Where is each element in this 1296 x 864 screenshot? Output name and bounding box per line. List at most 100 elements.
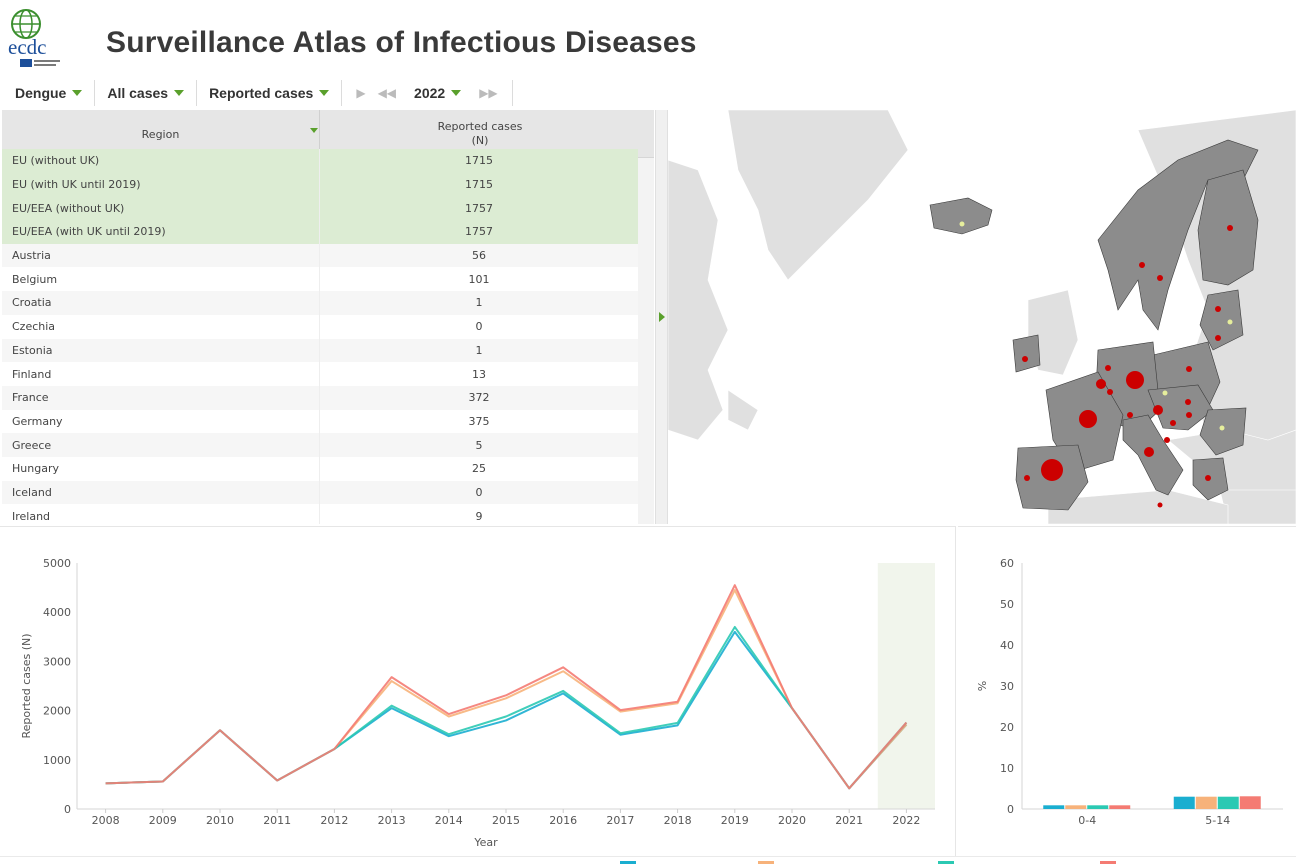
year-dropdown[interactable]: 2022	[402, 85, 473, 101]
cases-cell: 1	[475, 296, 483, 310]
panel-splitter[interactable]	[655, 110, 668, 524]
greenland-land	[727, 110, 909, 281]
table-row[interactable]: EU/EEA (without UK) 1757	[2, 196, 638, 221]
region-cell: Belgium	[2, 267, 320, 292]
disease-label: Dengue	[15, 85, 67, 101]
map-marker[interactable]	[1079, 410, 1097, 428]
population-dropdown[interactable]: All cases	[95, 80, 198, 106]
table-row[interactable]: Estonia 1	[2, 338, 638, 363]
chevron-down-icon	[451, 90, 462, 96]
series-line[interactable]	[105, 589, 908, 790]
bar[interactable]	[1239, 796, 1261, 809]
table-row[interactable]: Hungary 25	[2, 456, 638, 481]
disease-dropdown[interactable]: Dengue	[0, 80, 96, 106]
table-row[interactable]: EU (with UK until 2019) 1715	[2, 172, 638, 197]
map-marker[interactable]	[1227, 319, 1233, 325]
cases-column-header[interactable]: Reported cases (N)	[322, 110, 638, 158]
table-row[interactable]: Germany 375	[2, 409, 638, 434]
x-axis-title: Year	[473, 836, 498, 849]
y-axis-title: Reported cases (N)	[20, 633, 33, 738]
page-title: Surveillance Atlas of Infectious Disease…	[106, 26, 697, 59]
table-row[interactable]: Croatia 1	[2, 291, 638, 315]
map-marker[interactable]	[1157, 502, 1163, 508]
toolbar: Dengue All cases Reported cases ▶ ◀◀ 202…	[0, 78, 520, 108]
map-marker[interactable]	[1144, 447, 1154, 457]
expand-arrow-icon[interactable]	[659, 312, 665, 322]
table-row[interactable]: France 372	[2, 385, 638, 410]
map-marker[interactable]	[1041, 459, 1063, 481]
legend-swatch-3[interactable]	[938, 861, 954, 864]
next-year-icon[interactable]: ▶▶	[479, 86, 498, 100]
population-label: All cases	[107, 85, 169, 101]
ecdc-logo[interactable]: ecdc	[6, 6, 70, 70]
bar-chart[interactable]: 0 10 20 30 40 50 60% 0-4 5-14	[958, 527, 1296, 857]
cases-cell: 9	[475, 509, 483, 523]
table-row[interactable]: Finland 13	[2, 362, 638, 386]
sort-icon[interactable]	[310, 128, 318, 133]
table-row[interactable]: Ireland 9	[2, 504, 638, 524]
map-marker[interactable]	[1024, 475, 1030, 481]
map-marker[interactable]	[1186, 412, 1192, 418]
table-row[interactable]: Greece 5	[2, 433, 638, 457]
map-marker[interactable]	[1127, 412, 1133, 418]
series-line[interactable]	[105, 584, 908, 790]
series-line[interactable]	[105, 630, 908, 790]
series-line[interactable]	[105, 625, 908, 790]
table-row[interactable]: Czechia 0	[2, 314, 638, 339]
map-marker[interactable]	[1219, 425, 1225, 431]
bar[interactable]	[1173, 796, 1195, 809]
bar[interactable]	[1087, 805, 1109, 809]
table-scrollbar[interactable]	[638, 158, 654, 524]
bar[interactable]	[1043, 805, 1065, 809]
ireland-shape	[1012, 334, 1041, 373]
map-marker[interactable]	[1215, 335, 1221, 341]
table-row[interactable]: EU (without UK) 1715	[2, 149, 638, 173]
table-row[interactable]: Belgium 101	[2, 267, 638, 292]
europe-map[interactable]	[668, 110, 1296, 524]
region-cell: Croatia	[2, 291, 320, 315]
y-tick-label: 40	[1000, 639, 1014, 652]
map-svg	[668, 110, 1296, 524]
bar[interactable]	[1217, 796, 1239, 809]
map-marker[interactable]	[1205, 475, 1211, 481]
x-tick-label: 2011	[263, 814, 291, 827]
cases-cell: 5	[475, 438, 483, 452]
map-marker[interactable]	[1185, 399, 1191, 405]
map-marker[interactable]	[1153, 405, 1163, 415]
map-marker[interactable]	[1227, 225, 1233, 231]
highlight-year-band	[877, 563, 935, 809]
map-marker[interactable]	[1105, 365, 1111, 371]
map-marker[interactable]	[1162, 390, 1168, 396]
bar[interactable]	[1109, 805, 1131, 809]
map-marker[interactable]	[1164, 437, 1170, 443]
bar[interactable]	[1195, 796, 1217, 809]
legend-swatch-1[interactable]	[620, 861, 636, 864]
cases-cell: 25	[472, 462, 486, 476]
romania-bulgaria-shape	[1199, 407, 1247, 456]
map-marker[interactable]	[1170, 420, 1176, 426]
map-marker[interactable]	[959, 221, 965, 227]
legend-swatch-4[interactable]	[1100, 861, 1116, 864]
central-europe-shape	[1147, 384, 1214, 431]
region-cell: Finland	[2, 362, 320, 386]
line-chart[interactable]: 0 1000 2000 3000 4000 5000 2008 2009 2010 2011 201…	[0, 527, 956, 857]
region-column-header[interactable]: Region	[2, 110, 320, 158]
map-marker[interactable]	[1186, 366, 1192, 372]
table-row[interactable]: EU/EEA (with UK until 2019) 1757	[2, 220, 638, 244]
table-row[interactable]: Austria 56	[2, 243, 638, 268]
map-marker[interactable]	[1215, 306, 1221, 312]
previous-year-icon[interactable]: ◀◀	[377, 86, 397, 100]
map-marker[interactable]	[1126, 371, 1144, 389]
map-marker[interactable]	[1157, 275, 1163, 281]
legend-swatch-2[interactable]	[758, 861, 774, 864]
map-marker[interactable]	[1022, 356, 1028, 362]
map-marker[interactable]	[1096, 379, 1106, 389]
y-tick-label: 5000	[43, 557, 71, 570]
map-marker[interactable]	[1107, 389, 1113, 395]
bar[interactable]	[1065, 805, 1087, 809]
time-navigation: ▶ ◀◀ 2022 ▶▶	[342, 80, 513, 106]
table-row[interactable]: Iceland 0	[2, 480, 638, 505]
indicator-dropdown[interactable]: Reported cases	[197, 80, 343, 106]
map-marker[interactable]	[1139, 262, 1145, 268]
play-icon[interactable]: ▶	[356, 86, 366, 100]
